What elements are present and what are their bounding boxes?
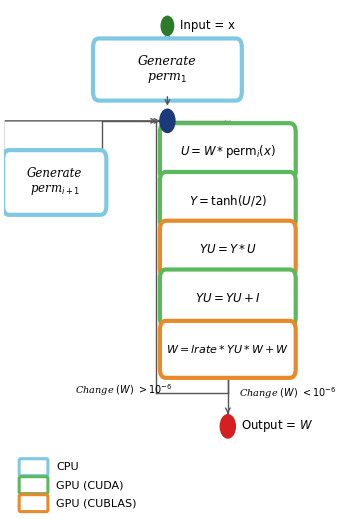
Text: GPU (CUBLAS): GPU (CUBLAS) (56, 498, 137, 509)
Text: Change $(W)$ $>10^{-6}$: Change $(W)$ $>10^{-6}$ (75, 383, 172, 398)
FancyBboxPatch shape (19, 495, 48, 512)
Circle shape (221, 415, 235, 438)
FancyBboxPatch shape (160, 172, 296, 229)
FancyBboxPatch shape (160, 321, 296, 378)
Text: Change $(W)$ $<10^{-6}$: Change $(W)$ $<10^{-6}$ (239, 385, 337, 401)
Text: $U = W*\mathrm{perm}_i(x)$: $U = W*\mathrm{perm}_i(x)$ (180, 143, 276, 160)
FancyBboxPatch shape (19, 459, 48, 475)
FancyBboxPatch shape (160, 269, 296, 326)
Text: Generate
perm$_{i+1}$: Generate perm$_{i+1}$ (27, 168, 82, 198)
Text: Generate
perm$_1$: Generate perm$_1$ (138, 54, 197, 85)
FancyBboxPatch shape (93, 38, 242, 101)
Text: Input = x: Input = x (181, 19, 235, 32)
Text: CPU: CPU (56, 462, 79, 472)
FancyBboxPatch shape (3, 150, 106, 215)
Circle shape (160, 110, 175, 132)
Text: $Y = \tanh(U/2)$: $Y = \tanh(U/2)$ (189, 193, 267, 208)
Text: GPU (CUDA): GPU (CUDA) (56, 481, 124, 490)
Text: $W = lrate*YU*W+W$: $W = lrate*YU*W+W$ (166, 344, 289, 356)
Circle shape (161, 17, 173, 35)
FancyBboxPatch shape (160, 221, 296, 278)
Text: $YU = Y*U$: $YU = Y*U$ (199, 243, 257, 256)
Text: $YU = YU + I$: $YU = YU + I$ (195, 292, 261, 305)
FancyBboxPatch shape (160, 123, 296, 180)
FancyBboxPatch shape (19, 476, 48, 494)
Text: Output = $W$: Output = $W$ (241, 418, 313, 434)
